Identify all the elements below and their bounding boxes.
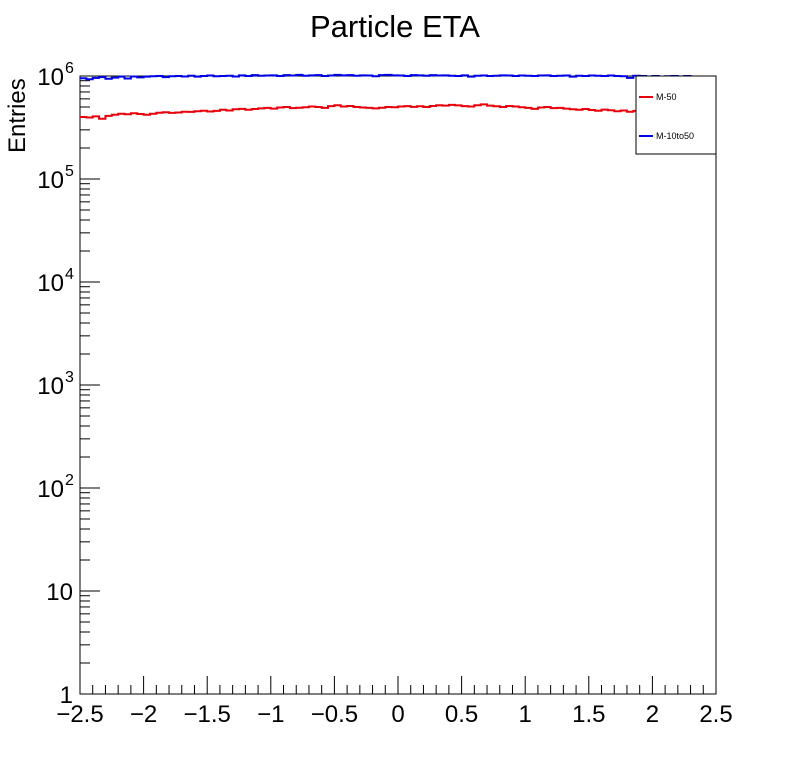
svg-text:10: 10 — [46, 579, 73, 606]
svg-text:10: 10 — [37, 476, 64, 503]
x-tick-label: 1 — [519, 701, 532, 728]
y-tick-label: 10 4 — [37, 266, 74, 297]
svg-text:5: 5 — [65, 163, 74, 180]
plot-frame — [79, 75, 717, 695]
y-tick-label: 10 6 — [37, 60, 74, 91]
x-tick-label: −2.5 — [56, 701, 103, 728]
chart-title: Particle ETA — [310, 9, 480, 44]
x-tick-label: −2 — [130, 701, 157, 728]
series-line-m-10to50 — [80, 73, 716, 81]
x-tick-label: −1 — [257, 701, 284, 728]
svg-text:10: 10 — [37, 167, 64, 194]
y-axis-label: Entries — [4, 78, 31, 153]
x-tick-label: 0 — [391, 701, 404, 728]
y-tick-label: 10 5 — [37, 163, 74, 194]
x-tick-label: 2 — [646, 701, 659, 728]
y-tick-label: 1 — [60, 682, 73, 709]
x-tick-label: 0.5 — [445, 701, 478, 728]
svg-text:6: 6 — [65, 60, 74, 77]
x-tick-label: 2.5 — [699, 701, 732, 728]
x-tick-label: 1.5 — [572, 701, 605, 728]
svg-text:10: 10 — [37, 64, 64, 91]
legend-label-m50: M-50 — [656, 92, 677, 102]
svg-text:1: 1 — [60, 682, 73, 709]
legend: M-50 M-10to50 — [635, 75, 717, 155]
svg-text:10: 10 — [37, 373, 64, 400]
y-tick-label: 10 2 — [37, 472, 74, 503]
y-tick-label: 10 3 — [37, 369, 74, 400]
series-line-m-50 — [80, 103, 716, 120]
x-tick-label: −1.5 — [184, 701, 231, 728]
legend-box — [635, 75, 717, 155]
x-axis: −2.5 −2 −1.5 −1 −0.5 0 0.5 1 1.5 2 2.5 — [56, 676, 733, 728]
y-tick-label: 10 — [46, 579, 73, 606]
svg-text:3: 3 — [65, 369, 74, 386]
legend-label-m10to50: M-10to50 — [656, 131, 694, 141]
svg-text:4: 4 — [65, 266, 74, 283]
series-layer — [80, 73, 716, 120]
svg-text:10: 10 — [37, 270, 64, 297]
svg-text:2: 2 — [65, 472, 74, 489]
x-tick-label: −0.5 — [311, 701, 358, 728]
